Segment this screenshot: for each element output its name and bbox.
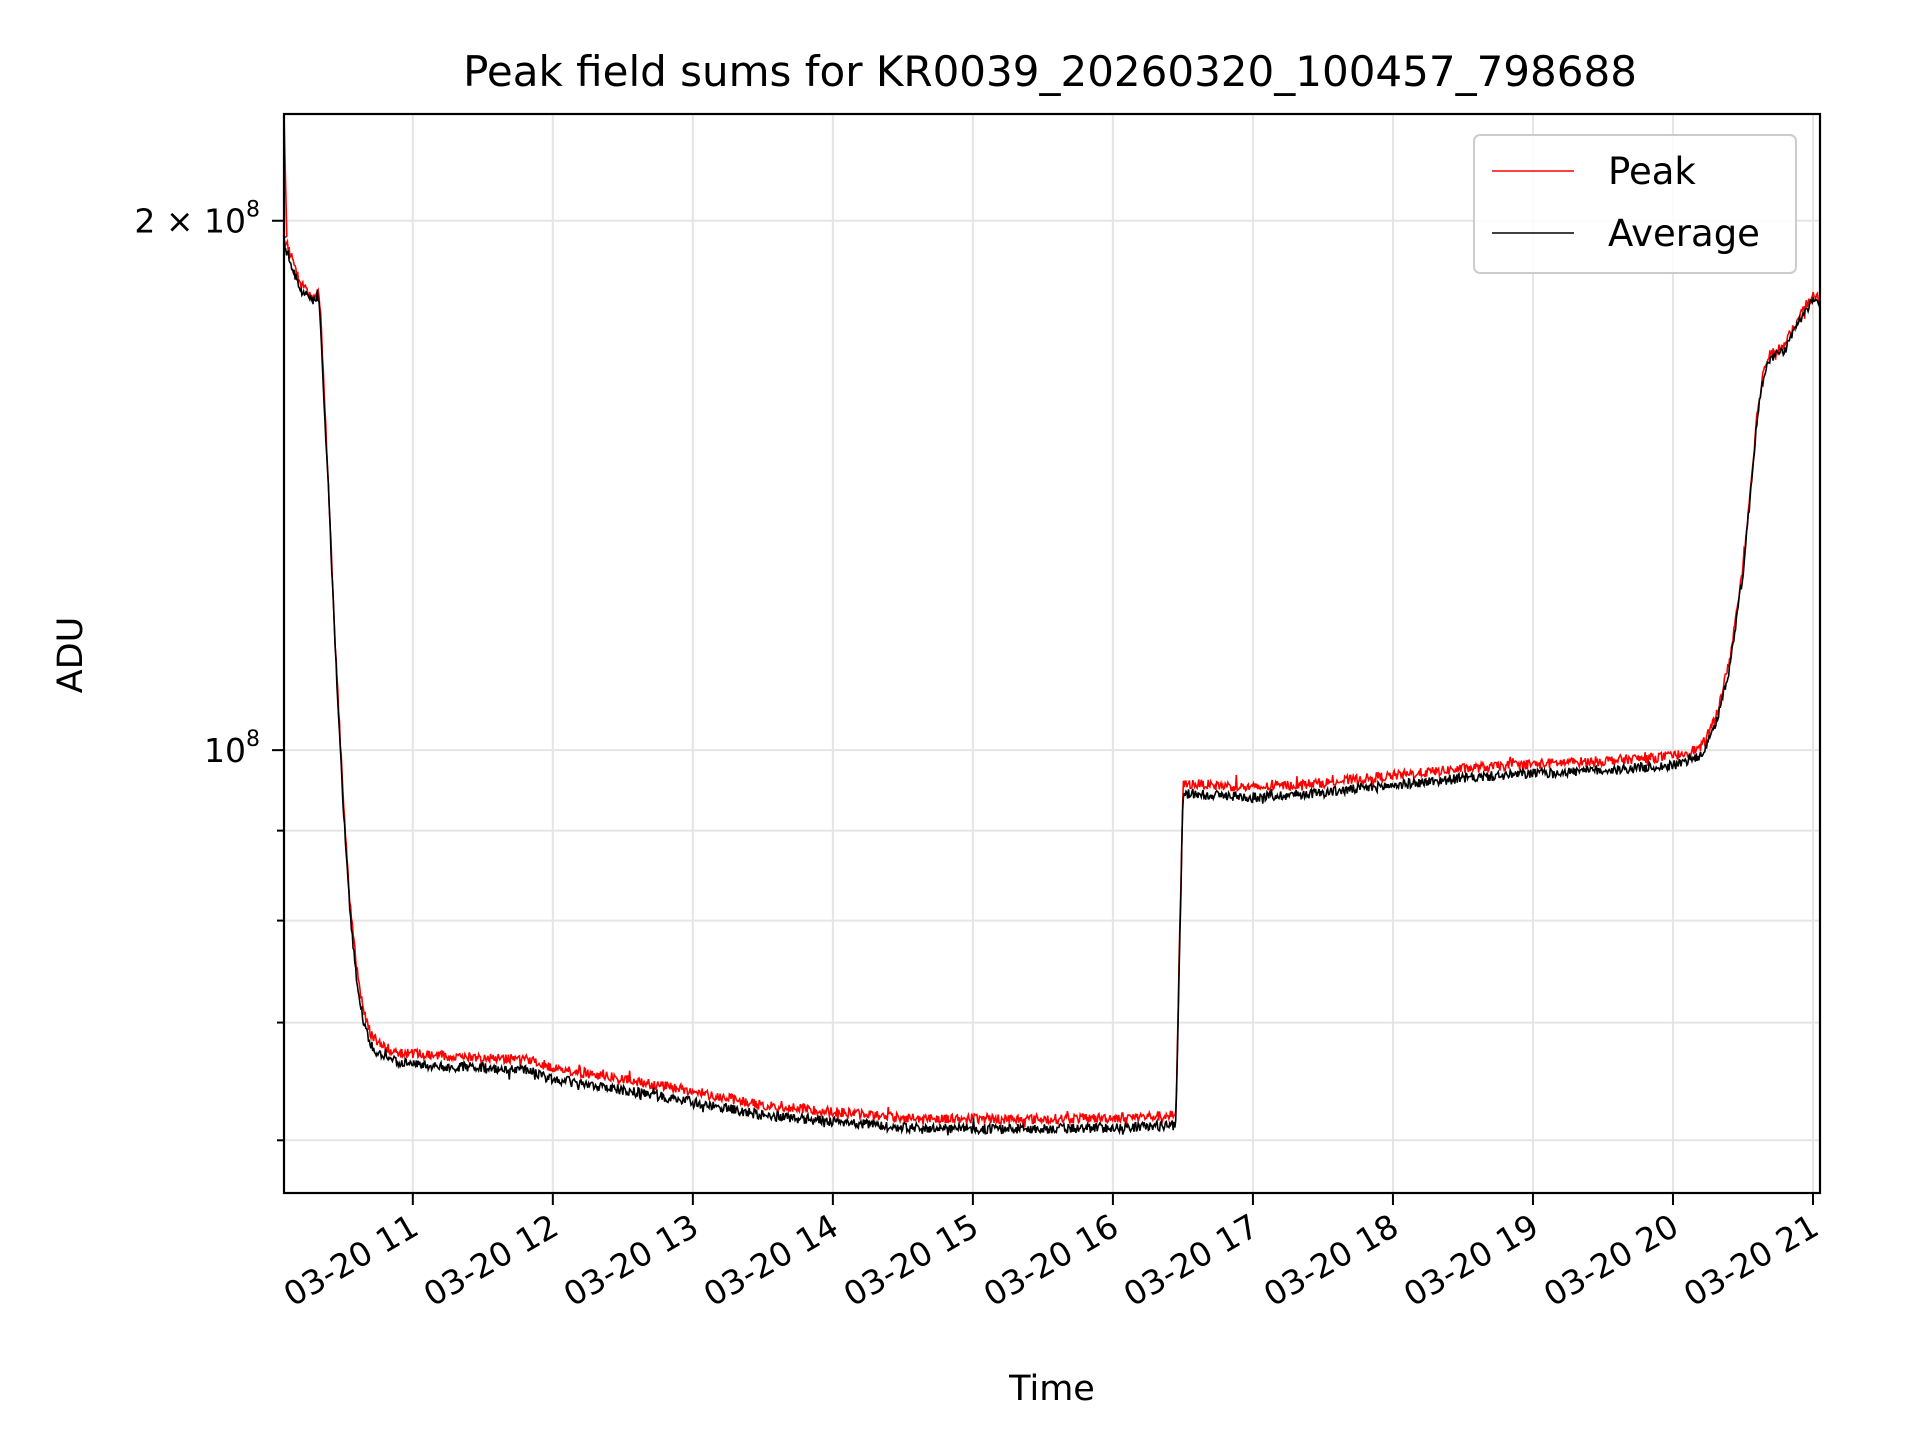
x-tick-label: 03-20 16 (977, 1206, 1125, 1314)
y-tick-label: 108 (204, 727, 260, 770)
x-tick-label: 03-20 11 (277, 1206, 425, 1314)
x-tick-label: 03-20 15 (837, 1206, 985, 1314)
legend-label-peak: Peak (1608, 150, 1696, 193)
y-tick-label: 2 × 108 (134, 198, 260, 241)
legend: Peak Average (1473, 134, 1797, 274)
x-tick-label: 03-20 17 (1117, 1206, 1265, 1314)
x-axis-label: Time (1008, 1369, 1095, 1409)
legend-label-average: Average (1608, 212, 1760, 255)
legend-box (1473, 134, 1797, 274)
series-line-average (284, 240, 1820, 1136)
x-tick-label: 03-20 18 (1257, 1206, 1405, 1314)
x-tick-label: 03-20 21 (1677, 1206, 1825, 1314)
x-tick-label: 03-20 13 (557, 1206, 705, 1314)
x-tick-label: 03-20 12 (417, 1206, 565, 1314)
series-line-peak (284, 114, 1820, 1128)
grid-layer (284, 114, 1820, 1193)
y-axis-label: ADU (51, 617, 91, 694)
chart-title: Peak field sums for KR0039_20260320_1004… (463, 47, 1637, 96)
plot-layer (284, 114, 1820, 1136)
x-tick-label: 03-20 19 (1397, 1206, 1545, 1314)
plot-frame (282, 112, 1822, 1195)
x-tick-label: 03-20 14 (697, 1206, 845, 1314)
x-tick-label: 03-20 20 (1537, 1206, 1685, 1314)
